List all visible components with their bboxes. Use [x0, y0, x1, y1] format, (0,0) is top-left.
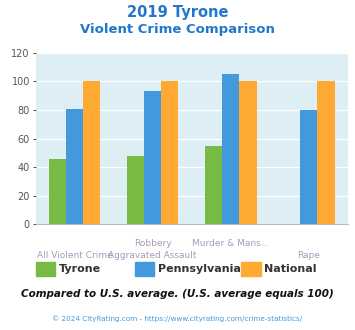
Text: Aggravated Assault: Aggravated Assault — [108, 251, 197, 260]
Bar — [205, 146, 222, 224]
Text: © 2024 CityRating.com - https://www.cityrating.com/crime-statistics/: © 2024 CityRating.com - https://www.city… — [53, 315, 302, 322]
Text: Tyrone: Tyrone — [59, 264, 101, 274]
Bar — [300, 110, 317, 224]
Text: Murder & Mans...: Murder & Mans... — [192, 239, 269, 248]
Text: Compared to U.S. average. (U.S. average equals 100): Compared to U.S. average. (U.S. average … — [21, 289, 334, 299]
Bar — [317, 82, 335, 224]
Bar — [66, 109, 83, 224]
Text: 2019 Tyrone: 2019 Tyrone — [127, 5, 228, 20]
Bar — [144, 91, 161, 224]
Text: Rape: Rape — [297, 251, 320, 260]
Text: National: National — [264, 264, 317, 274]
Bar — [127, 156, 144, 224]
Text: All Violent Crime: All Violent Crime — [37, 251, 113, 260]
Bar — [49, 159, 66, 224]
Text: Violent Crime Comparison: Violent Crime Comparison — [80, 23, 275, 36]
Bar — [222, 74, 239, 224]
Bar — [161, 82, 179, 224]
Text: Pennsylvania: Pennsylvania — [158, 264, 241, 274]
Text: Robbery: Robbery — [134, 239, 171, 248]
Bar — [239, 82, 257, 224]
Bar — [83, 82, 100, 224]
